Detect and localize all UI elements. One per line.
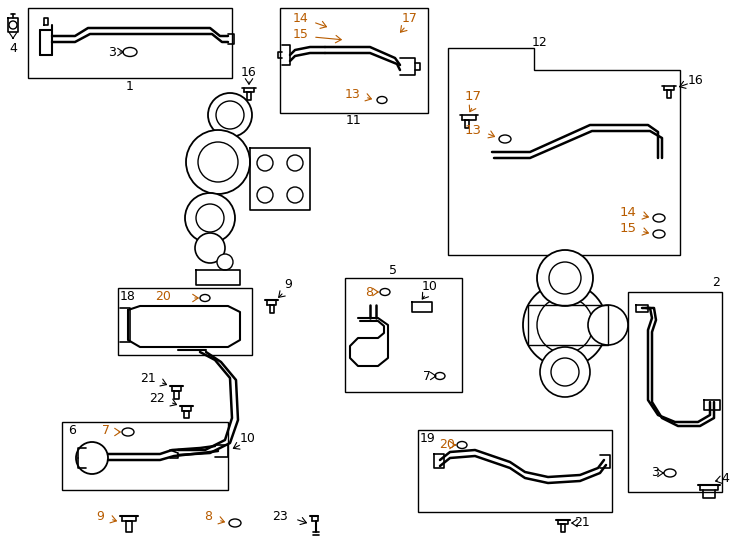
Bar	[628, 292, 722, 492]
Circle shape	[195, 233, 225, 263]
Text: 16: 16	[241, 66, 257, 79]
Circle shape	[257, 187, 273, 203]
Text: 3: 3	[108, 45, 116, 58]
Text: 18: 18	[120, 289, 136, 302]
Text: 20: 20	[155, 289, 171, 302]
Text: 7: 7	[423, 369, 431, 382]
Circle shape	[551, 358, 579, 386]
Text: 11: 11	[346, 113, 362, 126]
Circle shape	[217, 254, 233, 270]
Text: 2: 2	[712, 275, 720, 288]
Circle shape	[537, 250, 593, 306]
Text: 15: 15	[293, 28, 309, 40]
Text: 4: 4	[9, 42, 17, 55]
Text: 14: 14	[293, 11, 309, 24]
Text: 9: 9	[284, 278, 292, 291]
Circle shape	[540, 347, 590, 397]
Text: 8: 8	[365, 286, 373, 299]
Text: 15: 15	[619, 221, 636, 234]
Text: 21: 21	[574, 516, 590, 530]
Text: 14: 14	[619, 206, 636, 219]
Bar	[62, 422, 228, 490]
Circle shape	[186, 130, 250, 194]
Text: 21: 21	[140, 372, 156, 384]
Text: 23: 23	[272, 510, 288, 523]
Circle shape	[523, 283, 607, 367]
Circle shape	[185, 193, 235, 243]
Text: 17: 17	[402, 11, 418, 24]
Text: 22: 22	[149, 392, 165, 404]
Bar	[418, 430, 612, 512]
Circle shape	[216, 101, 244, 129]
Bar	[118, 288, 252, 355]
Circle shape	[198, 142, 238, 182]
Text: 1: 1	[126, 79, 134, 92]
Text: 7: 7	[102, 423, 110, 436]
Text: 6: 6	[68, 423, 76, 436]
Text: 20: 20	[439, 438, 455, 451]
Text: 17: 17	[465, 91, 482, 104]
Circle shape	[9, 21, 17, 29]
Circle shape	[196, 204, 224, 232]
Text: 5: 5	[389, 264, 397, 276]
Bar	[280, 8, 428, 113]
Bar	[28, 8, 232, 78]
Circle shape	[287, 187, 303, 203]
Circle shape	[537, 297, 593, 353]
Text: 12: 12	[532, 36, 548, 49]
Text: 9: 9	[96, 510, 104, 523]
Text: 4: 4	[721, 471, 729, 484]
Bar	[345, 278, 462, 392]
Circle shape	[76, 442, 108, 474]
Circle shape	[549, 262, 581, 294]
Text: 10: 10	[240, 431, 256, 444]
Text: 13: 13	[465, 124, 482, 137]
Text: 3: 3	[651, 467, 659, 480]
Circle shape	[257, 155, 273, 171]
Text: 8: 8	[204, 510, 212, 523]
Circle shape	[208, 93, 252, 137]
Circle shape	[287, 155, 303, 171]
Text: 16: 16	[688, 73, 704, 86]
Text: 13: 13	[345, 89, 361, 102]
Text: 10: 10	[422, 280, 438, 294]
Circle shape	[588, 305, 628, 345]
Text: 19: 19	[420, 431, 436, 444]
